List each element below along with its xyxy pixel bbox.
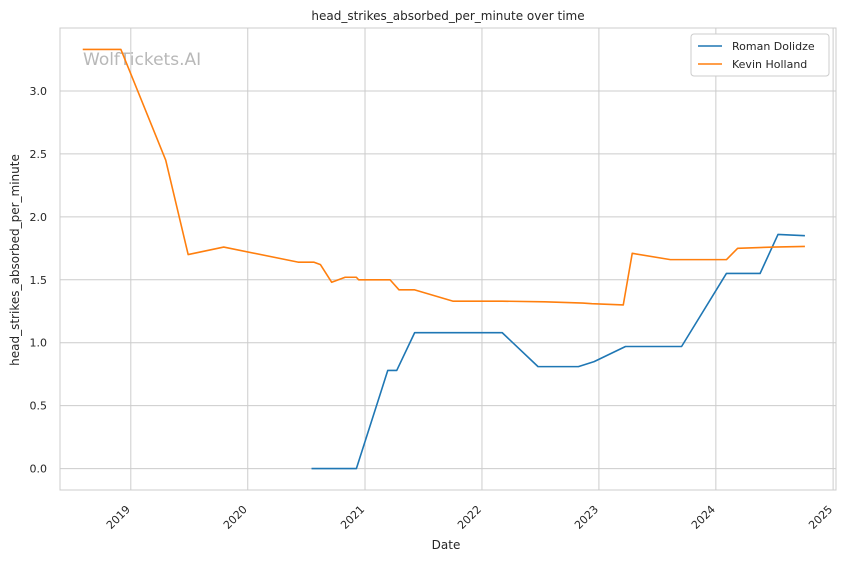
x-tick-label: 2021 [338, 503, 367, 532]
y-axis-label: head_strikes_absorbed_per_minute [8, 154, 22, 366]
legend-label-kevin-holland: Kevin Holland [732, 58, 807, 71]
x-tick-labels: 2019 2020 2021 2022 2023 2024 2025 [104, 503, 835, 532]
y-tick-label: 1.5 [30, 274, 48, 287]
plot-area-frame [59, 27, 837, 491]
legend-box [690, 33, 830, 77]
chart-title: head_strikes_absorbed_per_minute over ti… [311, 9, 584, 23]
watermark-text: WolfTickets.AI [83, 50, 201, 70]
x-tick-label: 2020 [221, 503, 250, 532]
y-tick-label: 0.5 [30, 400, 48, 413]
series-line-kevin-holland [82, 48, 805, 306]
series-layer [82, 48, 805, 470]
y-gridlines [60, 90, 836, 470]
x-axis-label: Date [432, 538, 461, 552]
y-tick-label: 2.0 [30, 211, 48, 224]
legend-label-roman-dolidze: Roman Dolidze [732, 40, 815, 53]
y-tick-labels: 0.0 0.5 1.0 1.5 2.0 2.5 3.0 [30, 85, 48, 476]
x-tick-label: 2025 [806, 503, 835, 532]
x-tick-label: 2024 [689, 503, 718, 532]
y-tick-label: 0.0 [30, 463, 48, 476]
x-tick-label: 2022 [455, 503, 484, 532]
x-tick-label: 2019 [104, 503, 133, 532]
legend: Roman Dolidze Kevin Holland [690, 33, 830, 77]
y-tick-label: 2.5 [30, 148, 48, 161]
series-line-roman-dolidze [311, 233, 805, 470]
y-tick-label: 3.0 [30, 85, 48, 98]
y-tick-label: 1.0 [30, 337, 48, 350]
x-tick-label: 2023 [572, 503, 601, 532]
